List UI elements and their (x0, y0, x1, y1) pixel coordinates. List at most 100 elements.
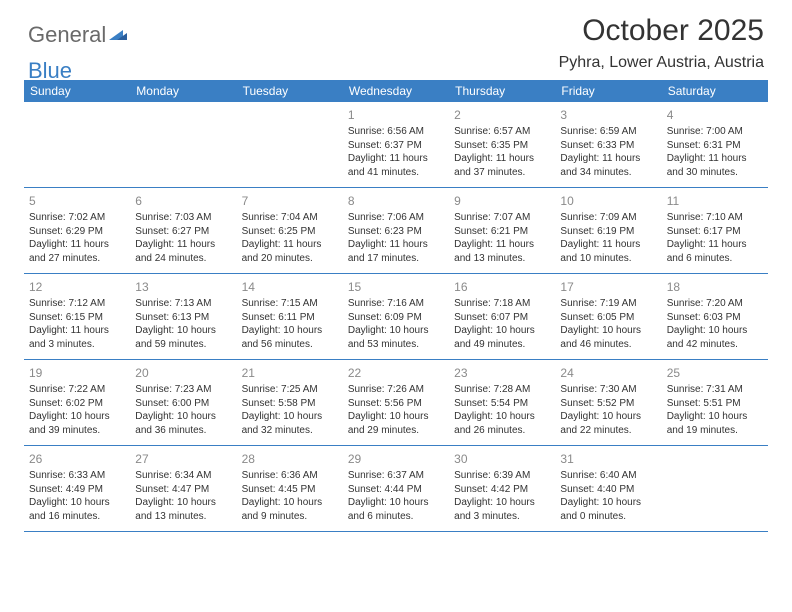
day-info-line: and 13 minutes. (135, 510, 231, 524)
day-info-line: Daylight: 10 hours (135, 324, 231, 338)
calendar-day-cell (662, 446, 768, 531)
day-info-line: Sunset: 4:40 PM (560, 483, 656, 497)
day-info-line: Sunset: 6:02 PM (29, 397, 125, 411)
calendar-day-cell: 31Sunrise: 6:40 AMSunset: 4:40 PMDayligh… (555, 446, 661, 531)
day-number: 14 (242, 279, 338, 295)
day-info-line: Daylight: 10 hours (454, 496, 550, 510)
calendar-day-cell (130, 102, 236, 187)
day-number: 20 (135, 365, 231, 381)
day-number: 19 (29, 365, 125, 381)
day-info-line: Daylight: 10 hours (667, 410, 763, 424)
day-info-line: Daylight: 10 hours (560, 324, 656, 338)
day-number: 25 (667, 365, 763, 381)
day-info-line: Sunrise: 7:26 AM (348, 383, 444, 397)
day-info-line: Sunrise: 7:19 AM (560, 297, 656, 311)
day-header: Tuesday (237, 80, 343, 102)
calendar-week-row: 19Sunrise: 7:22 AMSunset: 6:02 PMDayligh… (24, 360, 768, 446)
location: Pyhra, Lower Austria, Austria (559, 54, 764, 72)
day-info-line: Daylight: 10 hours (667, 324, 763, 338)
day-info-line: Sunset: 6:25 PM (242, 225, 338, 239)
day-info-line: Sunset: 4:49 PM (29, 483, 125, 497)
day-info-line: Sunrise: 7:13 AM (135, 297, 231, 311)
day-info-line: and 37 minutes. (454, 166, 550, 180)
day-header: Thursday (449, 80, 555, 102)
calendar-day-cell: 5Sunrise: 7:02 AMSunset: 6:29 PMDaylight… (24, 188, 130, 273)
day-info-line: and 26 minutes. (454, 424, 550, 438)
day-info-line: Sunset: 6:07 PM (454, 311, 550, 325)
day-info-line: Daylight: 11 hours (348, 238, 444, 252)
brand-logo: General Blue (28, 22, 127, 84)
day-info-line: Sunrise: 7:28 AM (454, 383, 550, 397)
calendar-day-cell: 2Sunrise: 6:57 AMSunset: 6:35 PMDaylight… (449, 102, 555, 187)
day-number: 23 (454, 365, 550, 381)
day-info-line: Sunset: 4:45 PM (242, 483, 338, 497)
day-info-line: and 22 minutes. (560, 424, 656, 438)
day-info-line: Sunrise: 6:37 AM (348, 469, 444, 483)
day-info-line: and 29 minutes. (348, 424, 444, 438)
day-number: 3 (560, 107, 656, 123)
day-info-line: Sunrise: 6:34 AM (135, 469, 231, 483)
day-info-line: Sunrise: 7:23 AM (135, 383, 231, 397)
day-info-line: Sunrise: 7:18 AM (454, 297, 550, 311)
day-info-line: Daylight: 11 hours (454, 238, 550, 252)
day-info-line: Sunrise: 6:39 AM (454, 469, 550, 483)
day-info-line: and 49 minutes. (454, 338, 550, 352)
title-block: October 2025 Pyhra, Lower Austria, Austr… (559, 14, 764, 72)
day-info-line: and 20 minutes. (242, 252, 338, 266)
day-number: 27 (135, 451, 231, 467)
day-info-line: Sunset: 6:33 PM (560, 139, 656, 153)
day-info-line: Sunrise: 7:25 AM (242, 383, 338, 397)
day-info-line: Daylight: 11 hours (667, 152, 763, 166)
day-info-line: and 3 minutes. (454, 510, 550, 524)
day-info-line: Sunrise: 7:06 AM (348, 211, 444, 225)
day-number: 7 (242, 193, 338, 209)
day-number: 12 (29, 279, 125, 295)
day-number: 5 (29, 193, 125, 209)
day-info-line: and 30 minutes. (667, 166, 763, 180)
calendar-day-cell: 26Sunrise: 6:33 AMSunset: 4:49 PMDayligh… (24, 446, 130, 531)
calendar-day-cell: 14Sunrise: 7:15 AMSunset: 6:11 PMDayligh… (237, 274, 343, 359)
calendar-day-cell (24, 102, 130, 187)
day-info-line: Daylight: 10 hours (454, 324, 550, 338)
day-info-line: Daylight: 11 hours (29, 324, 125, 338)
day-info-line: Daylight: 10 hours (29, 410, 125, 424)
calendar-day-cell: 29Sunrise: 6:37 AMSunset: 4:44 PMDayligh… (343, 446, 449, 531)
day-header: Friday (555, 80, 661, 102)
calendar-day-cell: 3Sunrise: 6:59 AMSunset: 6:33 PMDaylight… (555, 102, 661, 187)
day-info-line: and 59 minutes. (135, 338, 231, 352)
day-info-line: Sunset: 6:11 PM (242, 311, 338, 325)
day-info-line: Sunset: 6:37 PM (348, 139, 444, 153)
calendar-day-cell: 13Sunrise: 7:13 AMSunset: 6:13 PMDayligh… (130, 274, 236, 359)
day-info-line: Sunset: 4:47 PM (135, 483, 231, 497)
calendar-day-cell: 20Sunrise: 7:23 AMSunset: 6:00 PMDayligh… (130, 360, 236, 445)
day-info-line: Daylight: 10 hours (242, 410, 338, 424)
day-info-line: Sunset: 6:27 PM (135, 225, 231, 239)
calendar-day-cell: 17Sunrise: 7:19 AMSunset: 6:05 PMDayligh… (555, 274, 661, 359)
day-info-line: Sunset: 6:35 PM (454, 139, 550, 153)
day-info-line: Daylight: 11 hours (560, 238, 656, 252)
calendar-header-row: Sunday Monday Tuesday Wednesday Thursday… (24, 80, 768, 102)
day-number: 24 (560, 365, 656, 381)
day-info-line: Sunset: 6:03 PM (667, 311, 763, 325)
day-info-line: Sunrise: 7:20 AM (667, 297, 763, 311)
calendar-week-row: 1Sunrise: 6:56 AMSunset: 6:37 PMDaylight… (24, 102, 768, 188)
calendar-day-cell: 4Sunrise: 7:00 AMSunset: 6:31 PMDaylight… (662, 102, 768, 187)
day-info-line: Sunset: 6:15 PM (29, 311, 125, 325)
day-info-line: and 13 minutes. (454, 252, 550, 266)
day-info-line: Sunset: 5:52 PM (560, 397, 656, 411)
day-header: Monday (130, 80, 236, 102)
day-info-line: Sunset: 6:21 PM (454, 225, 550, 239)
day-number: 18 (667, 279, 763, 295)
day-info-line: Sunrise: 6:56 AM (348, 125, 444, 139)
day-info-line: Sunrise: 6:57 AM (454, 125, 550, 139)
day-info-line: Sunrise: 7:16 AM (348, 297, 444, 311)
day-info-line: Sunrise: 7:03 AM (135, 211, 231, 225)
day-info-line: and 46 minutes. (560, 338, 656, 352)
calendar-week-row: 26Sunrise: 6:33 AMSunset: 4:49 PMDayligh… (24, 446, 768, 532)
day-header: Saturday (662, 80, 768, 102)
calendar-week-row: 12Sunrise: 7:12 AMSunset: 6:15 PMDayligh… (24, 274, 768, 360)
calendar-day-cell (237, 102, 343, 187)
day-info-line: Sunset: 5:58 PM (242, 397, 338, 411)
day-info-line: Sunrise: 7:02 AM (29, 211, 125, 225)
day-info-line: Daylight: 10 hours (560, 496, 656, 510)
